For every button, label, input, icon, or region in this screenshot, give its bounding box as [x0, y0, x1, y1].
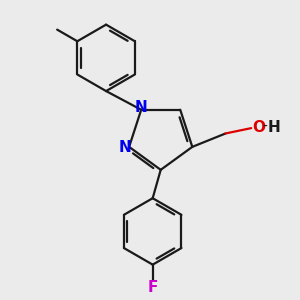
Text: -: -	[262, 120, 267, 134]
Text: H: H	[267, 120, 280, 135]
Text: N: N	[118, 140, 131, 155]
Text: F: F	[148, 280, 158, 295]
Text: O: O	[252, 120, 265, 135]
Text: N: N	[135, 100, 148, 115]
